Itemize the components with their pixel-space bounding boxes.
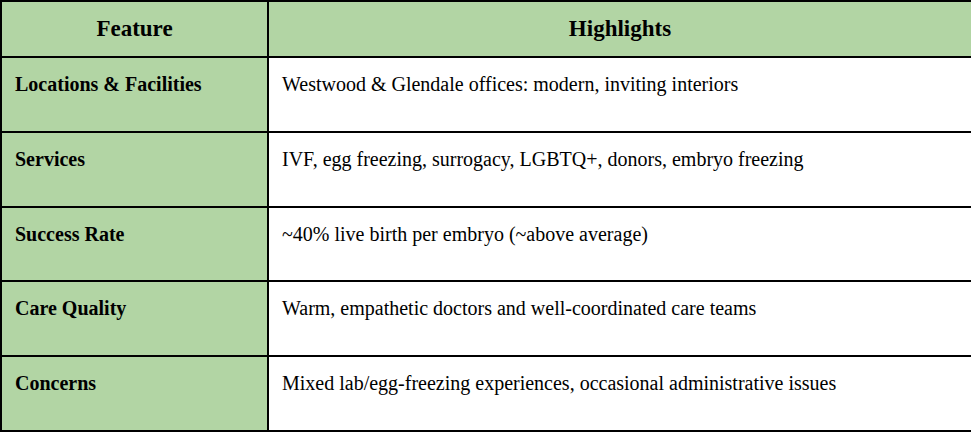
highlights-cell-locations-facilities: Westwood & Glendale offices: modern, inv…: [268, 57, 971, 132]
table-row: Concerns Mixed lab/egg-freezing experien…: [1, 356, 971, 431]
table-row: Locations & Facilities Westwood & Glenda…: [1, 57, 971, 132]
table-row: Success Rate ~40% live birth per embryo …: [1, 207, 971, 282]
highlights-cell-care-quality: Warm, empathetic doctors and well-coordi…: [268, 281, 971, 356]
feature-cell-success-rate: Success Rate: [1, 207, 268, 282]
table-row: Care Quality Warm, empathetic doctors an…: [1, 281, 971, 356]
feature-cell-locations-facilities: Locations & Facilities: [1, 57, 268, 132]
table-header-row: Feature Highlights: [1, 1, 971, 57]
feature-cell-care-quality: Care Quality: [1, 281, 268, 356]
column-header-feature: Feature: [1, 1, 268, 57]
highlights-cell-success-rate: ~40% live birth per embryo (~above avera…: [268, 207, 971, 282]
highlights-cell-services: IVF, egg freezing, surrogacy, LGBTQ+, do…: [268, 132, 971, 207]
column-header-highlights: Highlights: [268, 1, 971, 57]
highlights-cell-concerns: Mixed lab/egg-freezing experiences, occa…: [268, 356, 971, 431]
table-row: Services IVF, egg freezing, surrogacy, L…: [1, 132, 971, 207]
feature-cell-concerns: Concerns: [1, 356, 268, 431]
feature-cell-services: Services: [1, 132, 268, 207]
feature-highlights-table: Feature Highlights Locations & Facilitie…: [0, 0, 971, 432]
